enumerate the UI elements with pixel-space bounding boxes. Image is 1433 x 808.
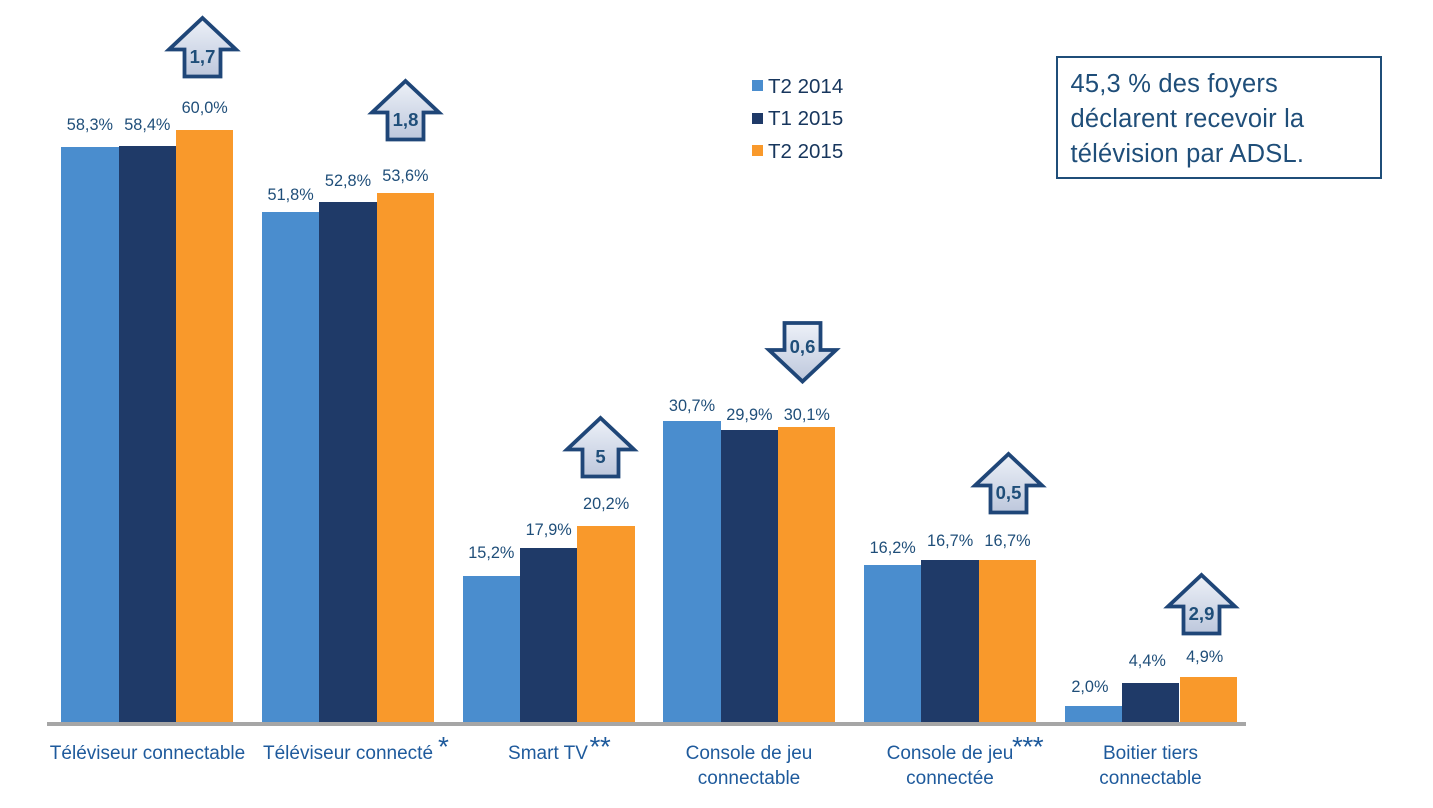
svg-text:5: 5 <box>595 446 605 467</box>
svg-text:0,6: 0,6 <box>789 336 815 357</box>
svg-text:1,8: 1,8 <box>393 109 419 130</box>
svg-text:0,5: 0,5 <box>995 482 1021 503</box>
svg-text:1,7: 1,7 <box>189 46 215 67</box>
svg-text:2,9: 2,9 <box>1188 603 1214 624</box>
